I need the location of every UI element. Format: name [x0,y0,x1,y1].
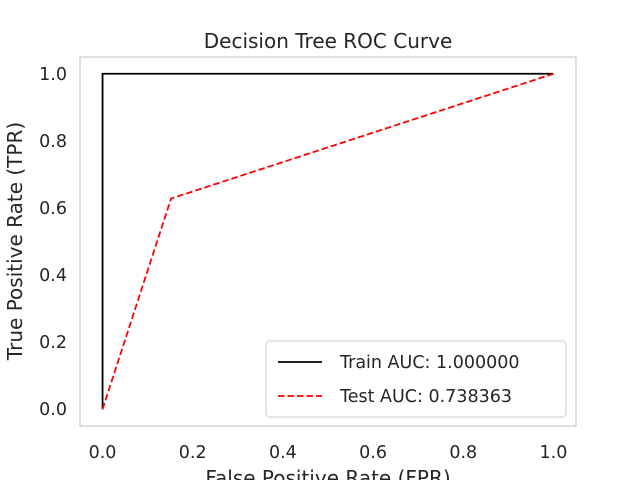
legend-box [265,340,567,418]
x-axis-label: False Positive Rate (FPR) [205,466,450,480]
legend-label-1: Test AUC: 0.738363 [339,387,512,407]
y-tick-label: 0.0 [39,400,67,420]
y-tick-label: 0.2 [39,333,67,353]
y-ticks: 0.0 0.2 0.4 0.6 0.8 1.0 [39,65,67,420]
legend-label-0: Train AUC: 1.000000 [339,353,520,373]
y-tick-label: 1.0 [39,65,67,85]
y-tick-label: 0.6 [39,199,67,219]
x-tick-label: 0.6 [359,443,387,463]
x-tick-label: 0.8 [449,443,477,463]
x-tick-label: 1.0 [540,443,568,463]
series-layer [101,72,554,410]
legend: Train AUC: 1.000000 Test AUC: 0.738363 [265,340,567,418]
y-axis-label: True Positive Rate (TPR) [3,122,27,361]
x-tick-label: 0.2 [179,443,207,463]
x-tick-label: 0.0 [89,443,117,463]
series-line-1 [101,72,554,410]
plot-frame [79,56,577,427]
x-tick-label: 0.4 [269,443,297,463]
series-line-0 [101,72,554,410]
y-tick-label: 0.8 [39,132,67,152]
chart-title: Decision Tree ROC Curve [204,29,453,53]
y-tick-label: 0.4 [39,266,67,286]
x-ticks: 0.0 0.2 0.4 0.6 0.8 1.0 [89,443,568,463]
legend-items: Train AUC: 1.000000 Test AUC: 0.738363 [278,353,520,407]
